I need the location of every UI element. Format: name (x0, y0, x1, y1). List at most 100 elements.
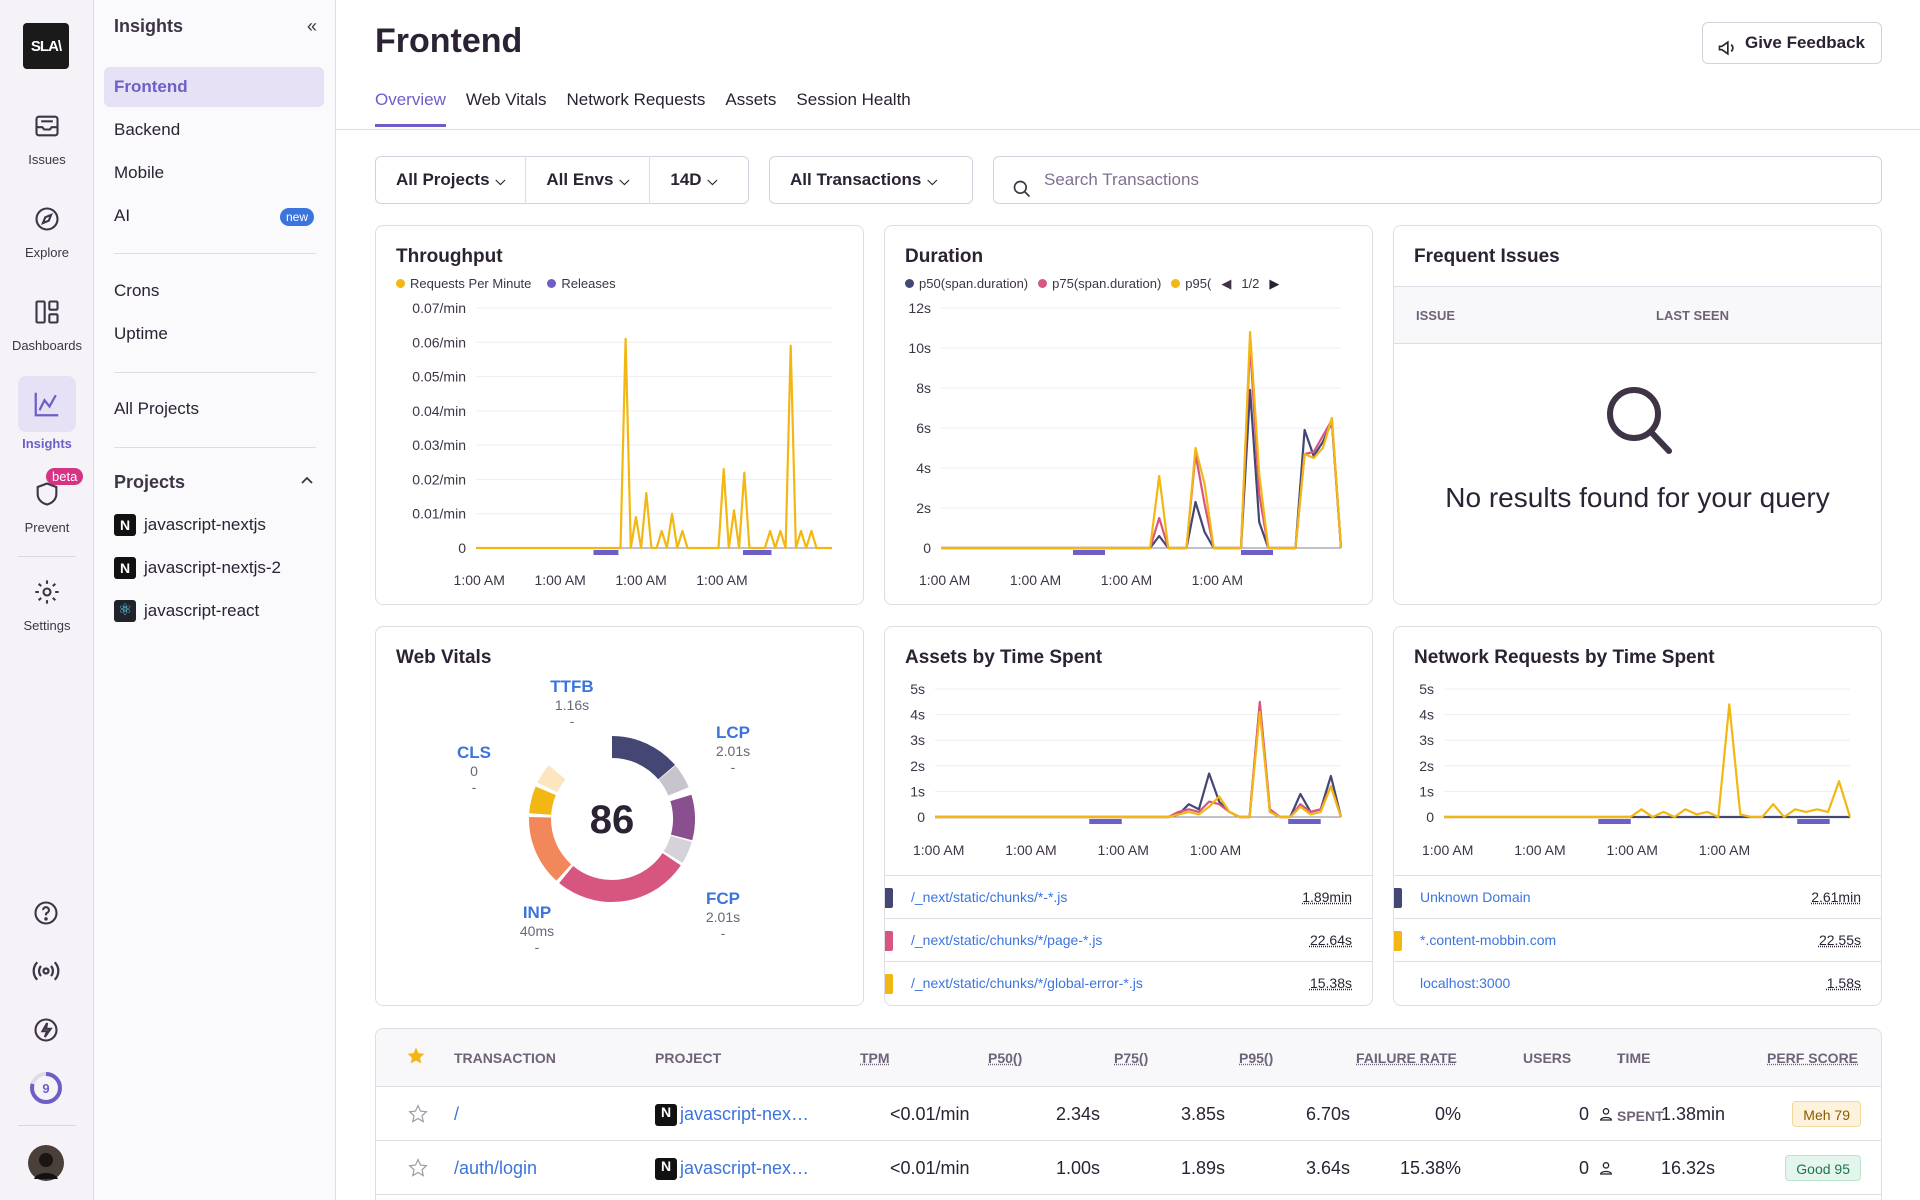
network-requests-card: Network Requests by Time Spent 5s 4s 3s 2s 1… (1393, 626, 1882, 1006)
list-item[interactable]: *.content-mobbin.com 22.55s (1394, 918, 1881, 961)
release-marker[interactable] (1797, 819, 1829, 824)
release-marker[interactable] (743, 550, 771, 555)
series-line[interactable] (935, 712, 1341, 817)
series-line[interactable] (935, 704, 1341, 817)
projects-heading[interactable]: Projects (114, 472, 314, 493)
collapse-icon[interactable]: « (307, 16, 317, 37)
vital-inp[interactable]: INP 40ms - (497, 903, 577, 955)
throughput-chart[interactable]: 0.07/min 0.06/min 0.05/min 0.04/min 0.03/min… (376, 226, 864, 605)
series-line[interactable] (1444, 704, 1850, 817)
tab-web-vitals[interactable]: Web Vitals (466, 90, 547, 127)
col-failure-rate[interactable]: FAILURE RATE (1356, 1029, 1457, 1087)
release-marker[interactable] (1089, 819, 1121, 824)
duration-chart[interactable]: 12s 10s 8s 6s 4s 2s 0 1:00 AM 1:00 AM 1:00 AM 1:00… (885, 226, 1373, 605)
rail-item-insights[interactable]: Insights (0, 376, 94, 451)
web-vitals-ring[interactable]: 86 (376, 627, 864, 1006)
project-link[interactable]: javascript-nex… (680, 1087, 809, 1141)
vital-dash: - (731, 759, 736, 775)
project-filter[interactable]: All Projects ⌵ (376, 156, 526, 204)
search-input[interactable]: Search Transactions (993, 156, 1882, 204)
list-item[interactable]: /_next/static/chunks/*-*.js 1.89min (885, 875, 1372, 918)
x-tick-label: 1:00 AM (534, 572, 585, 588)
transaction-filter[interactable]: All Transactions ⌵ (769, 156, 973, 204)
rail-item-issues[interactable]: Issues (0, 104, 94, 167)
y-tick-label: 12s (908, 300, 931, 316)
project-item[interactable]: N javascript-nextjs (114, 510, 266, 540)
project-item[interactable]: ⚛ javascript-react (114, 596, 259, 626)
inbox-icon (25, 104, 69, 148)
subnav-item-crons[interactable]: Crons (104, 271, 324, 311)
rail-item-prevent[interactable]: beta Prevent (0, 472, 94, 535)
vital-fcp[interactable]: FCP 2.01s - (683, 889, 763, 941)
y-tick-label: 2s (910, 758, 925, 774)
vital-lcp[interactable]: LCP 2.01s - (693, 723, 773, 775)
subnav-item-ai[interactable]: AI new (104, 196, 324, 236)
release-marker[interactable] (1073, 550, 1105, 555)
tab-assets[interactable]: Assets (725, 90, 776, 127)
col-users[interactable]: USERS (1523, 1029, 1571, 1087)
subnav-item-backend[interactable]: Backend (104, 110, 324, 150)
date-filter-label: 14D (670, 170, 701, 189)
star-outline-icon[interactable] (408, 1087, 428, 1145)
help-icon[interactable] (27, 894, 65, 932)
table-row[interactable]: / N javascript-nex… <0.01/min 2.34s 3.85… (376, 1087, 1881, 1141)
vital-ttfb[interactable]: TTFB 1.16s - (532, 677, 612, 729)
rail-item-settings[interactable]: Settings (0, 570, 94, 633)
col-p95[interactable]: P95() (1239, 1029, 1273, 1087)
series-line[interactable] (941, 344, 1341, 548)
list-item[interactable]: Unknown Domain 2.61min (1394, 875, 1881, 918)
avatar[interactable] (27, 1144, 65, 1182)
series-line[interactable] (935, 702, 1341, 817)
subnav-item-mobile[interactable]: Mobile (104, 153, 324, 193)
rail-item-dashboards[interactable]: Dashboards (0, 290, 94, 353)
star-outline-icon[interactable] (408, 1141, 428, 1199)
env-filter[interactable]: All Envs ⌵ (526, 156, 650, 204)
series-line[interactable] (941, 332, 1341, 548)
chevron-down-icon: ⌵ (620, 157, 630, 205)
col-p75[interactable]: P75() (1114, 1029, 1148, 1087)
transaction-link[interactable]: /auth/login (454, 1141, 537, 1195)
y-tick-label: 1s (910, 783, 925, 799)
rail-label-issues: Issues (28, 152, 66, 167)
tab-network-requests[interactable]: Network Requests (567, 90, 706, 127)
network-chart[interactable]: 5s 4s 3s 2s 1s 0 1:00 AM 1:00 AM 1:00 AM 1:00 AM (1394, 627, 1882, 877)
broadcast-icon[interactable] (27, 952, 65, 990)
usage-ring[interactable]: 9 (27, 1069, 65, 1107)
org-logo[interactable]: SLA\ (23, 23, 69, 69)
lightning-icon[interactable] (27, 1011, 65, 1049)
date-filter[interactable]: 14D ⌵ (650, 156, 737, 204)
vital-cls[interactable]: CLS 0- (434, 743, 514, 795)
list-item[interactable]: /_next/static/chunks/*/global-error-*.js… (885, 961, 1372, 1004)
y-tick-label: 1s (1419, 783, 1434, 799)
release-marker[interactable] (593, 550, 618, 555)
col-perf-score[interactable]: PERF SCORE (1767, 1029, 1858, 1087)
project-link[interactable]: javascript-nex… (680, 1141, 809, 1195)
assets-chart[interactable]: 5s 4s 3s 2s 1s 0 1:00 AM 1:00 AM 1:00 AM 1:00 AM (885, 627, 1373, 877)
tab-overview[interactable]: Overview (375, 90, 446, 127)
col-tpm[interactable]: TPM (860, 1029, 890, 1087)
list-item[interactable]: localhost:3000 1.58s (1394, 961, 1881, 1004)
star-icon[interactable] (406, 1046, 426, 1069)
col-transaction[interactable]: TRANSACTION (454, 1029, 556, 1087)
subnav-item-frontend[interactable]: Frontend (104, 67, 324, 107)
series-line[interactable] (476, 339, 832, 548)
domain-label: Unknown Domain (1420, 876, 1531, 919)
release-marker[interactable] (1288, 819, 1320, 824)
transaction-link[interactable]: / (454, 1087, 459, 1141)
chevron-down-icon: ⌵ (496, 157, 506, 205)
list-item[interactable]: /_next/static/chunks/*/page-*.js 22.64s (885, 918, 1372, 961)
col-project[interactable]: PROJECT (655, 1029, 721, 1087)
col-p50[interactable]: P50() (988, 1029, 1022, 1087)
time-spent-value: 16.32s (1661, 1141, 1715, 1195)
table-row[interactable]: /auth/login N javascript-nex… <0.01/min … (376, 1141, 1881, 1195)
subnav-item-all-projects[interactable]: All Projects (104, 389, 324, 429)
give-feedback-button[interactable]: Give Feedback (1702, 22, 1882, 64)
release-marker[interactable] (1241, 550, 1273, 555)
rail-item-explore[interactable]: Explore (0, 197, 94, 260)
subnav-item-uptime[interactable]: Uptime (104, 314, 324, 354)
subnav-divider (114, 447, 316, 448)
series-line[interactable] (941, 390, 1341, 548)
release-marker[interactable] (1598, 819, 1630, 824)
tab-session-health[interactable]: Session Health (796, 90, 910, 127)
project-item[interactable]: N javascript-nextjs-2 (114, 553, 281, 583)
